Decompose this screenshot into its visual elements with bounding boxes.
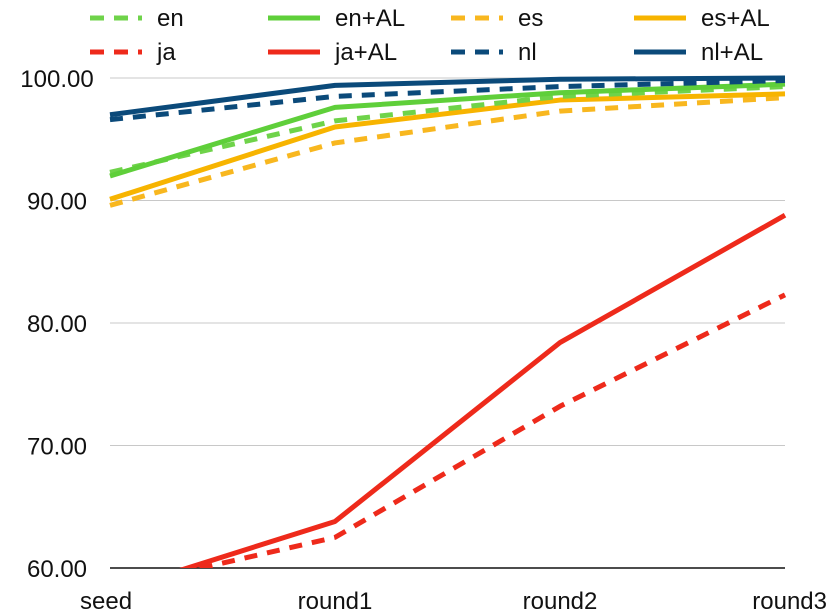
legend-label: en [157, 5, 184, 32]
legend-label: nl [518, 39, 537, 66]
x-axis: seed round1 round2 round3 [80, 588, 827, 615]
legend: en en+AL es es+AL ja ja+AL nl nl+AL [90, 5, 770, 66]
x-tick-label: seed [80, 588, 132, 615]
y-tick-label: 80.00 [27, 311, 87, 338]
legend-label: ja [156, 39, 176, 66]
x-tick-label: round2 [523, 588, 598, 615]
series-line-nl [109, 77, 786, 123]
legend-item-es: es [451, 5, 543, 32]
series-line-ja-plus-al [179, 213, 787, 568]
y-axis: 60.00 70.00 80.00 90.00 100.00 [20, 66, 93, 583]
y-tick-label: 60.00 [27, 556, 87, 583]
legend-item-ja: ja [90, 39, 176, 66]
series-line-en-plus-al [109, 81, 786, 179]
legend-item-en-plus-al: en+AL [268, 5, 405, 32]
legend-item-nl: nl [451, 39, 537, 66]
series-line-es-plus-al [109, 91, 786, 202]
gridlines [110, 77, 785, 569]
legend-label: es+AL [701, 5, 770, 32]
legend-item-es-plus-al: es+AL [634, 5, 770, 32]
x-tick-label: round3 [752, 588, 827, 615]
legend-item-ja-plus-al: ja+AL [268, 39, 397, 66]
y-tick-label: 100.00 [20, 66, 93, 93]
legend-label: es [518, 5, 543, 32]
series-line-nl-plus-al [109, 75, 786, 118]
x-tick-label: round1 [298, 588, 373, 615]
series-line-es [109, 95, 786, 208]
y-tick-label: 70.00 [27, 434, 87, 461]
legend-item-en: en [90, 5, 184, 32]
legend-item-nl-plus-al: nl+AL [634, 39, 763, 66]
legend-label: ja+AL [334, 39, 397, 66]
series-line-en [109, 84, 786, 175]
series-line-ja [189, 292, 787, 568]
y-tick-label: 90.00 [27, 189, 87, 216]
legend-label: en+AL [335, 5, 405, 32]
legend-label: nl+AL [701, 39, 763, 66]
plot-area [109, 75, 787, 568]
